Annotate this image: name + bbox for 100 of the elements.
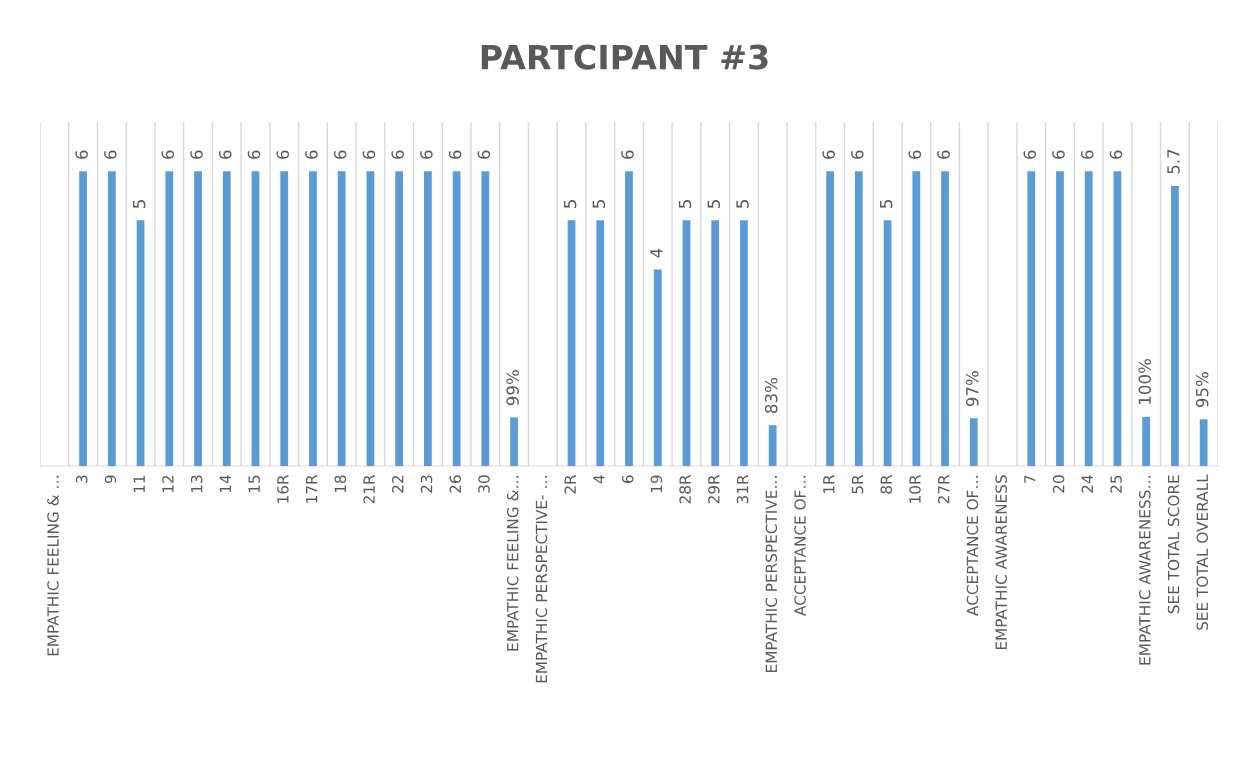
x-tick-label: 26 [449,475,462,493]
x-tick-label: 16R [277,474,289,503]
bar [337,171,346,466]
bar [653,269,662,466]
data-label: 6 [822,150,835,159]
data-label: 100% [1138,359,1152,404]
bar [280,171,289,466]
data-label: 5 [592,200,606,208]
data-label: 6 [1023,150,1037,159]
bar [136,220,145,466]
data-label: 97% [966,371,979,407]
x-tick-label: EMPATHIC PERSPECTIVE… [765,476,778,672]
bar [854,171,863,466]
bar [165,171,174,466]
x-tick-label: 2R [564,474,576,494]
x-tick-label: 28R [679,474,691,504]
bar [826,171,834,466]
x-tick-label: 12 [162,475,174,493]
bar [1027,171,1036,466]
x-tick-label: 25 [1110,475,1122,493]
x-tick-label: 19 [650,475,663,493]
bar [768,425,777,466]
x-tick-label: 22 [392,475,404,493]
x-tick-label: EMPATHIC FEELING &… [506,476,519,651]
x-tick-label: 13 [190,475,203,493]
bar [883,220,892,466]
x-tick-label: 14 [219,475,231,493]
bar [309,171,317,466]
data-label: 6 [362,150,376,159]
bar [107,171,116,466]
x-tick-label: 7 [1024,475,1036,483]
bar [1084,171,1093,466]
data-label: 6 [276,150,290,159]
bar [510,417,518,466]
x-tick-label: 27R [937,474,950,504]
x-tick-label: 10R [909,474,921,503]
x-tick-label: ACCEPTANCE OF… [794,476,806,616]
x-tick-label: EMPATHIC AWARENESS… [1139,476,1151,665]
data-label: 6 [161,150,175,159]
bar [1113,171,1122,466]
data-label: 6 [247,150,261,159]
bar [194,171,202,466]
data-label: 6 [333,150,347,159]
x-tick-label: EMPATHIC AWARENESS [995,475,1007,650]
data-label: 5 [880,200,893,208]
bar [969,418,978,466]
bar [711,220,720,466]
bar [1056,171,1064,466]
x-tick-label: ACCEPTANCE OF… [966,476,979,616]
data-label: 6 [190,150,203,159]
bar [481,171,490,466]
x-tick-label: EMPATHIC FEELING & … [47,476,59,656]
data-label: 6 [448,150,462,159]
x-tick-label: EMPATHIC PERSPECTIVE- … [535,476,548,683]
data-label: 6 [104,150,117,159]
x-tick-label: 30 [478,475,490,493]
data-label: 6 [218,150,232,159]
data-label: 5 [133,200,146,208]
data-label: 6 [391,150,404,159]
bar [1199,419,1208,466]
data-label: 6 [1080,150,1094,159]
x-tick-label: 5R [851,474,864,494]
bar [222,171,231,466]
data-label: 6 [851,150,864,159]
bar [912,171,921,466]
bar [567,220,576,466]
data-label: 6 [75,150,88,159]
data-label: 6 [937,150,950,159]
bar [740,220,748,466]
x-tick-label: 29R [708,474,720,504]
data-label: 6 [1052,150,1065,159]
data-label: 5 [707,200,721,208]
x-tick-label: 11 [133,475,145,493]
x-tick-label: SEE TOTAL SCORE [1167,475,1180,614]
data-label: 5 [563,200,577,208]
bar [1171,185,1179,466]
x-tick-label: 20 [1052,475,1065,493]
chart-title: PARTCIPANT #3 [481,44,768,70]
bar [452,171,461,466]
x-tick-label: 17R [306,474,318,503]
data-label: 83% [764,377,778,413]
bar [79,171,87,466]
x-tick-label: 1R [823,474,835,493]
bar [1142,416,1151,466]
bar [596,220,605,466]
x-tick-label: 15 [248,475,260,493]
data-label: 6 [1109,150,1123,159]
data-label: 6 [908,150,922,159]
x-tick-label: 6 [621,475,634,483]
data-label: 4 [650,248,663,258]
data-label: 6 [477,150,491,159]
x-tick-label: SEE TOTAL OVERALL [1196,474,1209,630]
x-tick-label: 31R [736,474,749,504]
x-tick-label: 9 [104,475,117,484]
x-tick-label: 4 [593,475,605,484]
bar [941,171,949,466]
x-tick-label: 21R [363,474,375,504]
bar [682,220,691,466]
bar [625,171,633,466]
bar [424,171,432,466]
